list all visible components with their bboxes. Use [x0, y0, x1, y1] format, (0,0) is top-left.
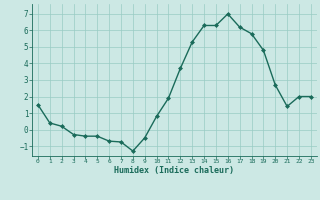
X-axis label: Humidex (Indice chaleur): Humidex (Indice chaleur) [115, 166, 234, 175]
